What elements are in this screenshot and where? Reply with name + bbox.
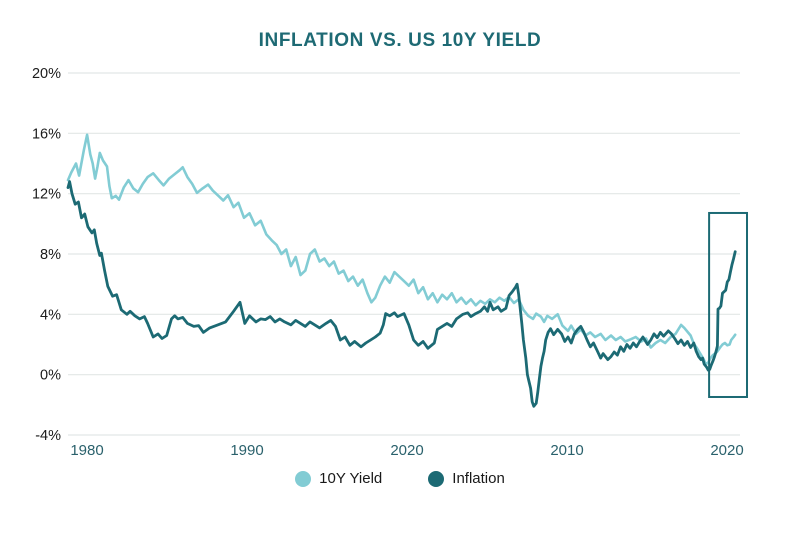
series-line-10y-yield: [66, 133, 737, 366]
page-title: INFLATION VS. US 10Y YIELD: [258, 30, 542, 51]
y-axis-tick-label: 20%: [32, 66, 61, 82]
x-axis-tick-label: 2010: [550, 442, 583, 459]
y-axis-tick-label: 4%: [40, 307, 61, 323]
series-line-inflation: [66, 180, 737, 408]
legend-label-10y-yield: 10Y Yield: [319, 470, 383, 487]
legend-item-inflation: Inflation: [428, 470, 505, 487]
legend-dot-inflation-icon: [428, 470, 445, 487]
x-axis-tick-label: 2020: [390, 442, 423, 459]
chart-legend: 10Y Yield Inflation: [0, 470, 800, 487]
highlight-box: [708, 211, 749, 398]
y-axis-tick-label: 8%: [40, 247, 61, 263]
legend-label-inflation: Inflation: [452, 470, 505, 487]
legend-item-10y-yield: 10Y Yield: [295, 470, 382, 487]
legend-dot-10y-yield-icon: [295, 470, 312, 487]
y-axis-tick-label: 12%: [32, 187, 61, 203]
x-axis-tick-label: 2020: [710, 442, 743, 459]
y-axis-tick-label: 16%: [32, 126, 61, 142]
y-axis-tick-label: -4%: [35, 428, 61, 444]
y-axis-tick-label: 0%: [40, 368, 61, 384]
x-axis-tick-label: 1990: [230, 442, 263, 459]
x-axis-tick-label: 1980: [70, 442, 103, 459]
